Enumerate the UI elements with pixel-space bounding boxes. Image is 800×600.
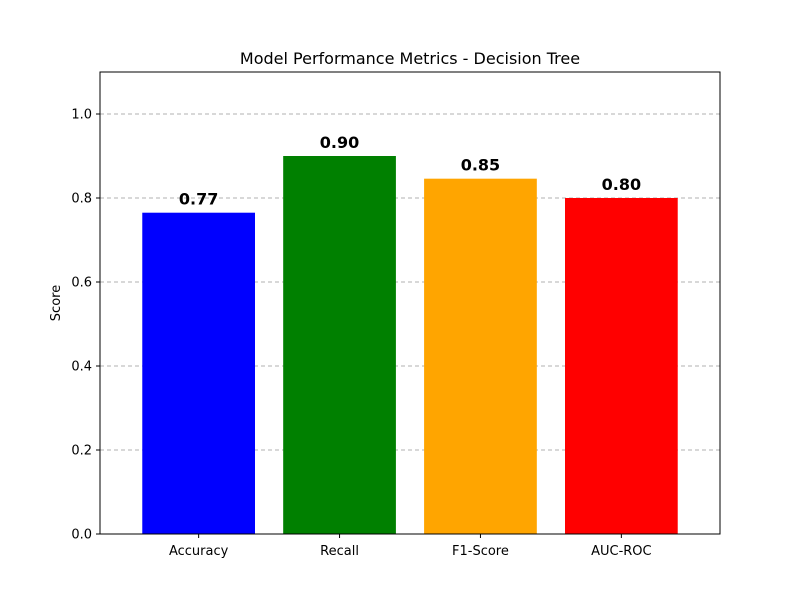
y-tick-label: 0.8 [71, 192, 92, 207]
y-tick-label: 0.6 [71, 276, 92, 291]
bar-f1-score [424, 178, 537, 534]
y-tick-label: 0.4 [71, 360, 92, 375]
y-axis-title: Score [49, 285, 64, 321]
data-label: 0.77 [179, 190, 218, 209]
y-tick-label: 0.2 [71, 444, 92, 459]
y-axis-ticks: 0.0 0.2 0.4 0.6 0.8 1.0 [71, 108, 100, 543]
data-labels: 0.77 0.90 0.85 0.80 [179, 133, 641, 209]
x-tick-label: Recall [320, 544, 359, 559]
x-tick-label: AUC-ROC [591, 544, 652, 559]
plot-area-frame [99, 71, 721, 535]
data-label: 0.80 [602, 175, 641, 194]
chart-title: Model Performance Metrics - Decision Tre… [240, 49, 580, 68]
x-axis-ticks: Accuracy Recall F1-Score AUC-ROC [169, 534, 652, 559]
bar-accuracy [142, 212, 255, 534]
data-label: 0.90 [320, 133, 359, 152]
x-tick-label: Accuracy [169, 544, 229, 559]
x-tick-label: F1-Score [452, 544, 509, 559]
bar-auc-roc [565, 198, 678, 534]
y-tick-label: 0.0 [71, 528, 92, 543]
bar-recall [283, 156, 396, 534]
data-label: 0.85 [461, 156, 500, 175]
y-tick-label: 1.0 [71, 108, 92, 123]
bars [142, 156, 678, 534]
